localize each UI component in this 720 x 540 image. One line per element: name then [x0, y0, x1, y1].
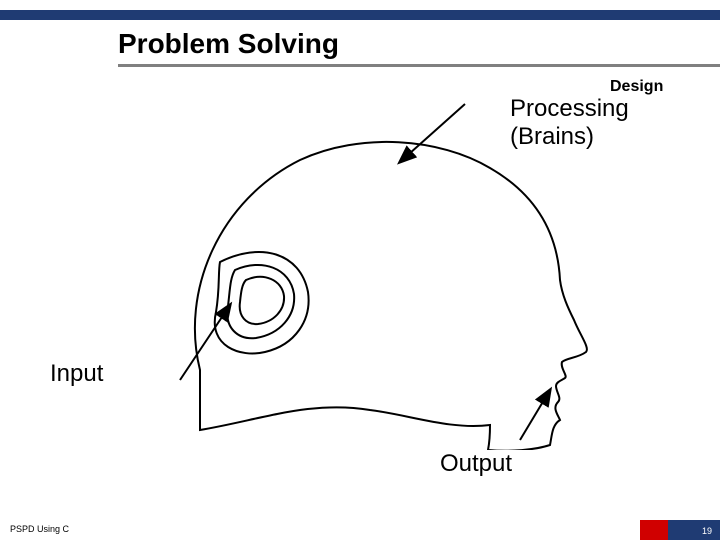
head-outline	[195, 142, 587, 450]
head-diagram	[90, 90, 590, 450]
page-number: 19	[702, 526, 712, 536]
arrow-output	[520, 390, 550, 440]
title-underline	[118, 64, 720, 67]
top-accent-bar	[0, 10, 720, 20]
design-subtitle: Design	[610, 78, 663, 96]
footer-text: PSPD Using C	[10, 524, 69, 534]
footer-accent: 19	[640, 520, 720, 540]
slide-title: Problem Solving	[118, 28, 339, 60]
slide: Problem Solving Design Processing (Brain…	[0, 0, 720, 540]
output-label: Output	[440, 450, 512, 478]
ear-inner	[240, 277, 284, 324]
